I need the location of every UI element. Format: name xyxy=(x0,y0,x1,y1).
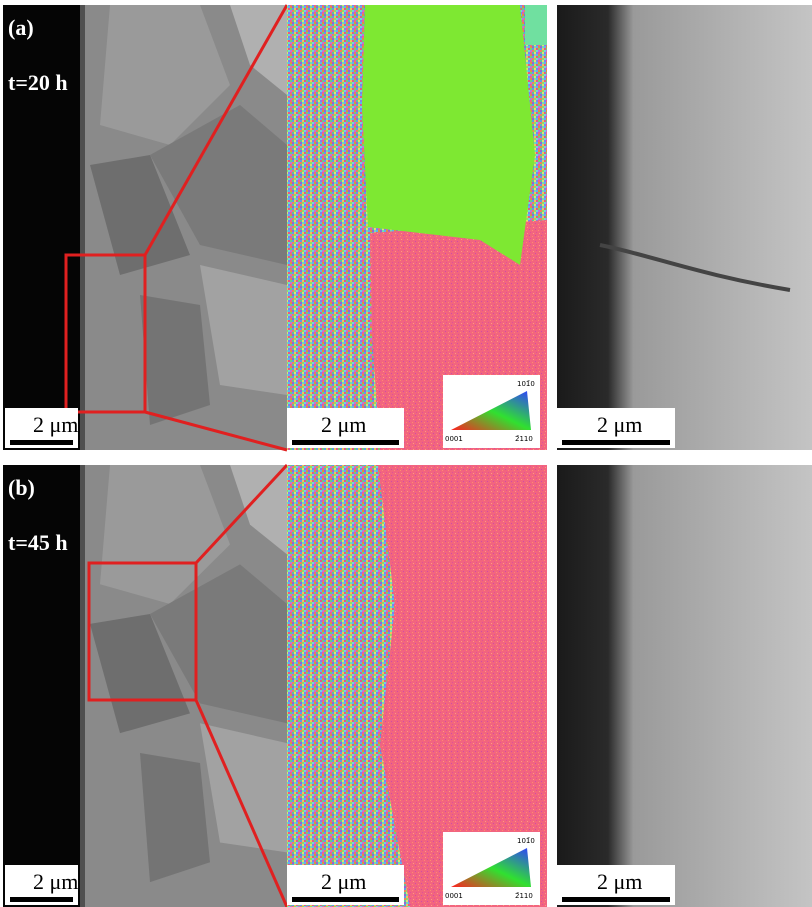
scale-bar xyxy=(562,440,670,445)
ebsd-grain xyxy=(525,5,547,45)
tem-image xyxy=(557,465,812,907)
time-label: t=20 h xyxy=(8,70,68,95)
ebsd-green-grain xyxy=(362,5,535,265)
scale-bar xyxy=(10,440,73,445)
scale-bar xyxy=(292,440,399,445)
panel-label: (b) xyxy=(8,475,35,500)
scale-bar-label: 2 μm xyxy=(597,869,642,894)
scale-bar-label: 2 μm xyxy=(33,412,78,437)
grain xyxy=(140,753,210,882)
figure: (a) t=20 h 101̄0 0001 2̄110 2 μm 2 μm 2 μm (b) t=… xyxy=(0,0,812,907)
ipf-label: 101̄0 xyxy=(517,837,535,845)
ipf-label: 101̄0 xyxy=(517,380,535,388)
scale-bar-label: 2 μm xyxy=(597,412,642,437)
scale-bar-label: 2 μm xyxy=(321,412,366,437)
scale-bar-label: 2 μm xyxy=(321,869,366,894)
panel-row: (a) t=20 h 101̄0 0001 2̄110 2 μm 2 μm 2 μm xyxy=(3,5,812,450)
scale-bar xyxy=(10,897,73,902)
grain xyxy=(140,295,210,425)
panel-label: (a) xyxy=(8,15,34,40)
ipf-label: 0001 xyxy=(445,435,463,443)
interface xyxy=(80,5,85,450)
tem-image xyxy=(557,5,812,450)
panel-row: (b) t=45 h 101̄0 0001 2̄110 2 μm 2 μm 2 μm xyxy=(3,465,812,907)
ipf-label: 2̄110 xyxy=(515,892,533,900)
ipf-label: 2̄110 xyxy=(515,435,533,443)
scale-bar xyxy=(292,897,399,902)
interface xyxy=(80,465,85,907)
scale-bar xyxy=(562,897,670,902)
ipf-label: 0001 xyxy=(445,892,463,900)
scale-bar-label: 2 μm xyxy=(33,869,78,894)
time-label: t=45 h xyxy=(8,530,68,555)
